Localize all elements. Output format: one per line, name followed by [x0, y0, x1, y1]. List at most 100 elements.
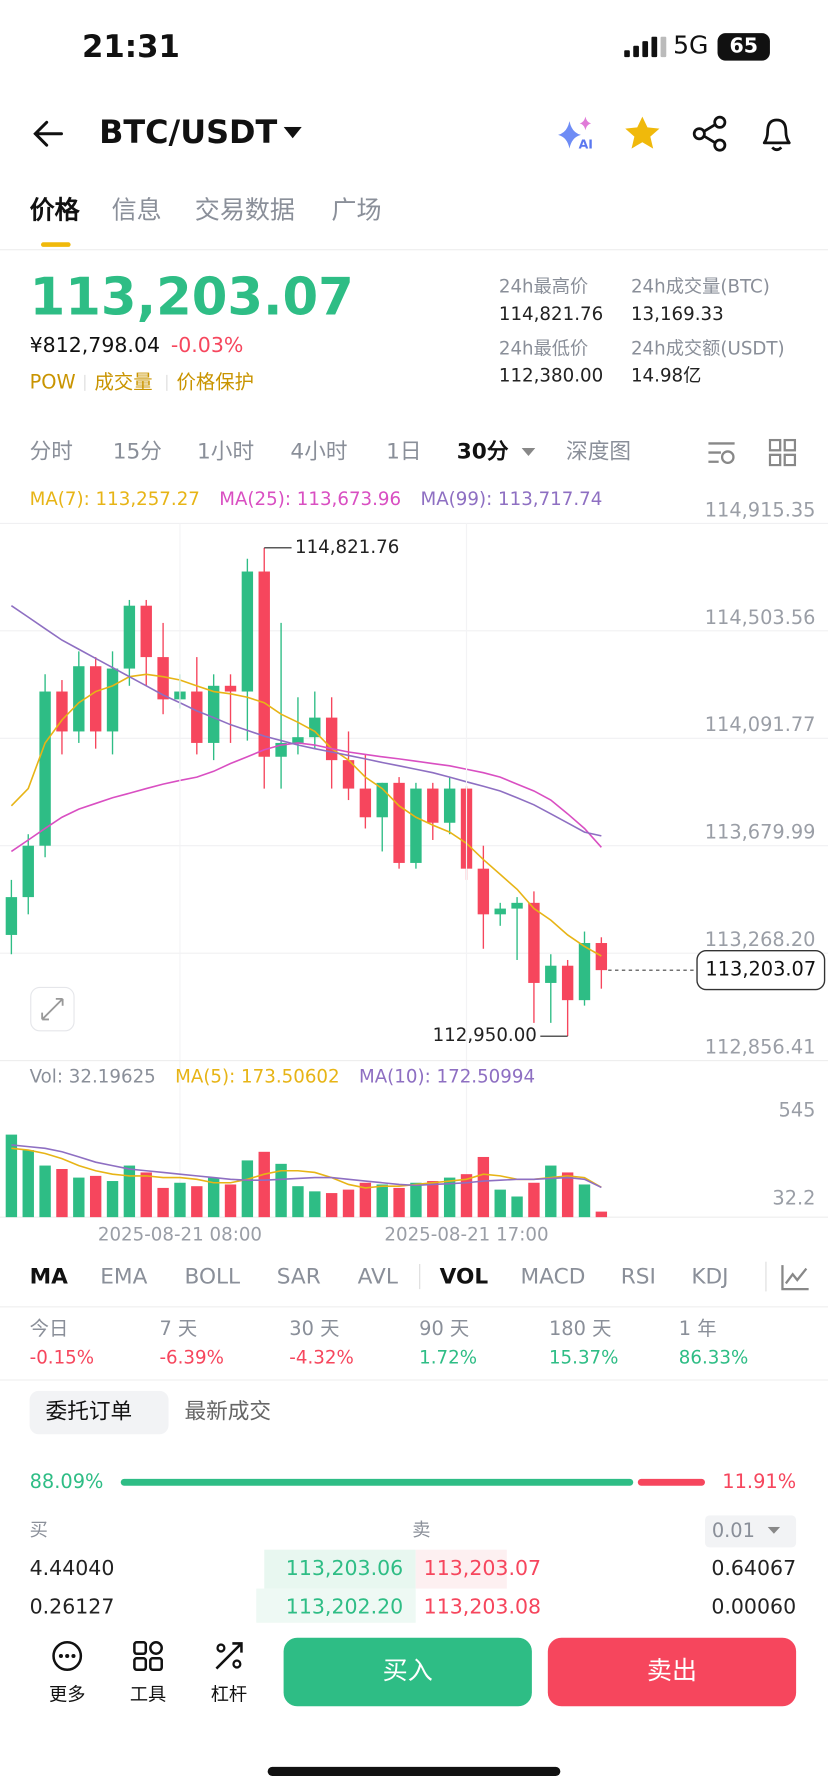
volume-bar: [511, 1196, 523, 1218]
candle-body: [578, 943, 591, 1001]
y-tick-label: 112,856.41: [705, 1035, 816, 1058]
battery-icon: [717, 33, 770, 61]
period-change: -0.15%: [29, 1346, 95, 1369]
period-label: 90 天: [419, 1317, 470, 1341]
bid-price: 113,202.20: [285, 1595, 404, 1620]
interval[interactable]: 1日: [386, 438, 422, 465]
price-tag[interactable]: POW: [29, 371, 76, 395]
volume-bar: [528, 1182, 540, 1218]
y-tick-label: 545: [779, 1098, 816, 1121]
candle-body: [545, 965, 557, 983]
interval[interactable]: 深度图: [566, 438, 631, 465]
period-label: 30 天: [289, 1317, 340, 1341]
candle-body: [342, 760, 355, 789]
bid-qty: 0.26127: [29, 1595, 115, 1620]
volume-bar: [393, 1187, 405, 1218]
pair-title[interactable]: BTC/USDT: [99, 113, 278, 151]
divider: [0, 1379, 828, 1381]
y-tick-label: 113,268.20: [705, 928, 816, 951]
indicator-selected[interactable]: VOL: [439, 1264, 489, 1290]
interval-dropdown[interactable]: [521, 448, 536, 457]
sell-button[interactable]: 卖出: [547, 1637, 797, 1707]
sell-ratio: 11.91%: [722, 1470, 797, 1494]
y-tick-label: 32.2: [772, 1187, 815, 1210]
candle-body: [393, 782, 405, 863]
price-change: -0.03%: [170, 333, 244, 358]
volume-bar: [39, 1165, 51, 1218]
candle-body: [241, 571, 254, 692]
order-tab[interactable]: 委托订单: [45, 1398, 133, 1425]
indicator[interactable]: EMA: [100, 1264, 148, 1290]
back-button[interactable]: [32, 119, 64, 149]
stat-value: 114,821.76: [498, 302, 604, 325]
precision-select[interactable]: 0.01: [711, 1520, 755, 1543]
annotation-label: 112,950.00: [433, 1025, 537, 1046]
candle-body: [561, 965, 574, 1001]
tool-label[interactable]: 更多: [48, 1683, 86, 1706]
indicator[interactable]: KDJ: [691, 1264, 729, 1290]
indicator[interactable]: MACD: [520, 1264, 586, 1290]
indicator-settings[interactable]: [780, 1264, 810, 1291]
depth-bar: [256, 1588, 416, 1623]
column-header: 卖: [412, 1518, 431, 1541]
candle-body: [89, 666, 102, 732]
network-label: 5G: [673, 32, 709, 61]
indicator[interactable]: AVL: [357, 1264, 398, 1290]
stat-label: 24h最高价: [498, 275, 589, 298]
interval[interactable]: 分时: [29, 438, 73, 465]
favorite-button[interactable]: [624, 115, 660, 149]
candle-body: [494, 908, 506, 915]
volume-bar: [275, 1163, 287, 1218]
candle-body: [309, 717, 321, 738]
interval[interactable]: 4小时: [290, 438, 348, 465]
layout-button[interactable]: [768, 438, 797, 467]
indicator[interactable]: RSI: [620, 1264, 656, 1290]
precision-dropdown[interactable]: [767, 1526, 781, 1536]
bid-qty: 4.44040: [29, 1556, 115, 1581]
leverage-icon[interactable]: [213, 1640, 245, 1672]
order-tab-bg: [29, 1390, 169, 1435]
candle-body: [275, 742, 287, 757]
tab[interactable]: 广场: [331, 196, 382, 226]
tools-icon[interactable]: [132, 1640, 164, 1672]
cny-price: ¥812,798.04: [29, 333, 161, 358]
more-icon[interactable]: [51, 1640, 83, 1672]
candle-body: [410, 788, 422, 863]
pair-dropdown[interactable]: [283, 126, 302, 141]
legend-entry: MA(5): 173.50602: [175, 1065, 340, 1087]
last-price-label: 113,203.07: [705, 958, 816, 981]
tab[interactable]: 信息: [111, 196, 162, 226]
volume-bar: [578, 1184, 591, 1218]
chart-settings[interactable]: [707, 439, 737, 466]
interval[interactable]: 1小时: [197, 438, 255, 465]
price-tag[interactable]: 成交量: [94, 371, 153, 395]
tool-label[interactable]: 杠杆: [210, 1683, 248, 1706]
period-label: 今日: [29, 1317, 69, 1341]
interval-selected[interactable]: 30分: [456, 438, 509, 465]
ma-line: [11, 1147, 602, 1189]
depth-bar: [264, 1549, 416, 1589]
alert-button[interactable]: [760, 114, 794, 153]
candle-body: [22, 845, 34, 898]
buy-button[interactable]: 买入: [283, 1637, 532, 1707]
volume-bar: [410, 1182, 422, 1218]
indicator-selected[interactable]: MA: [29, 1264, 68, 1290]
order-tab[interactable]: 最新成交: [184, 1398, 272, 1425]
tag-divider: [166, 374, 168, 391]
volume-bar: [359, 1182, 372, 1218]
precision-select-bg[interactable]: [704, 1515, 797, 1548]
ai-button[interactable]: AI: [556, 114, 597, 153]
share-button[interactable]: [692, 115, 728, 152]
expand-button[interactable]: [30, 986, 75, 1032]
indicator[interactable]: BOLL: [184, 1264, 241, 1290]
tool-label[interactable]: 工具: [129, 1683, 167, 1706]
ma-line: [10, 742, 602, 853]
price-tag[interactable]: 价格保护: [176, 371, 254, 395]
legend-entry: Vol: 32.19625: [29, 1065, 156, 1087]
indicator[interactable]: SAR: [276, 1264, 321, 1290]
tab[interactable]: 价格: [29, 196, 80, 226]
volume-bar: [224, 1184, 237, 1218]
tab[interactable]: 交易数据: [194, 196, 296, 226]
stat-label: 24h成交量(BTC): [630, 275, 770, 298]
interval[interactable]: 15分: [112, 438, 162, 465]
